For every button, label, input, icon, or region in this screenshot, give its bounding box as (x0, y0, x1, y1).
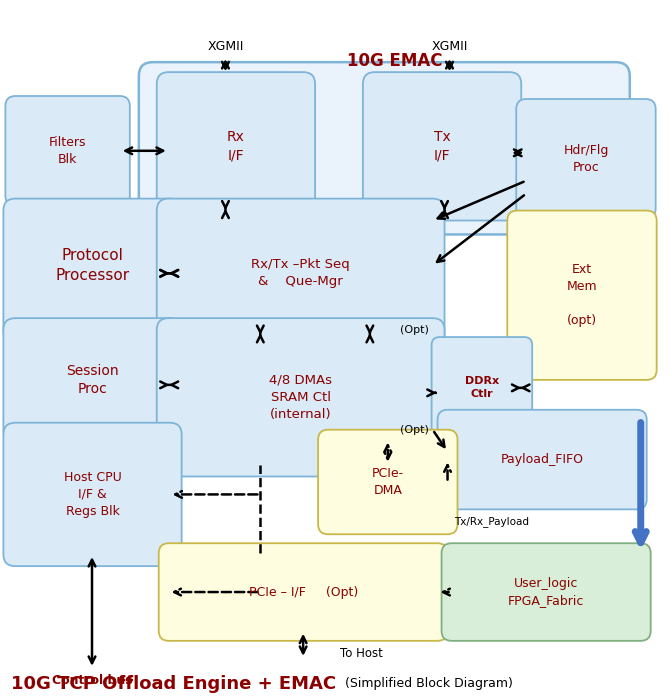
FancyBboxPatch shape (431, 337, 532, 438)
Text: Host CPU
I/F &
Regs Blk: Host CPU I/F & Regs Blk (64, 471, 121, 518)
Text: Hdr/Flg
Proc: Hdr/Flg Proc (563, 144, 608, 174)
FancyBboxPatch shape (363, 72, 521, 220)
Text: Payload_FIFO: Payload_FIFO (500, 453, 584, 466)
FancyBboxPatch shape (139, 62, 630, 234)
Text: Session
Proc: Session Proc (66, 364, 119, 396)
FancyBboxPatch shape (3, 423, 182, 566)
Text: XGMII: XGMII (207, 40, 244, 52)
FancyBboxPatch shape (3, 318, 182, 442)
Text: XGMII: XGMII (431, 40, 468, 52)
FancyBboxPatch shape (157, 199, 444, 347)
Text: Filters
Blk: Filters Blk (49, 136, 86, 166)
Text: 10G TCP Offload Engine + EMAC: 10G TCP Offload Engine + EMAC (11, 675, 336, 693)
Text: PCIe-
DMA: PCIe- DMA (372, 467, 404, 497)
Text: (Opt): (Opt) (400, 325, 429, 335)
Text: To Host: To Host (340, 648, 383, 660)
Text: Protocol
Processor: Protocol Processor (56, 248, 129, 283)
FancyBboxPatch shape (318, 430, 458, 534)
FancyBboxPatch shape (157, 72, 315, 220)
Text: Rx/Tx –Pkt Seq
&    Que-Mgr: Rx/Tx –Pkt Seq & Que-Mgr (251, 258, 350, 288)
Text: PCIe – I/F     (Opt): PCIe – I/F (Opt) (249, 585, 358, 598)
Text: (Simplified Block Diagram): (Simplified Block Diagram) (345, 677, 513, 690)
FancyBboxPatch shape (157, 318, 444, 477)
Text: Tx
I/F: Tx I/F (433, 130, 450, 162)
FancyBboxPatch shape (442, 543, 651, 640)
FancyBboxPatch shape (507, 211, 657, 380)
FancyBboxPatch shape (438, 410, 647, 510)
Text: Control bus: Control bus (52, 674, 132, 687)
Text: Ext
Mem

(opt): Ext Mem (opt) (567, 263, 597, 327)
Text: 10G EMAC: 10G EMAC (347, 52, 442, 70)
Text: DDRx
Ctlr: DDRx Ctlr (465, 376, 499, 399)
Text: User_logic
FPGA_Fabric: User_logic FPGA_Fabric (508, 577, 584, 607)
FancyBboxPatch shape (3, 199, 182, 342)
Text: (Opt): (Opt) (400, 425, 429, 435)
Text: Tx/Rx_Payload: Tx/Rx_Payload (454, 516, 529, 527)
Text: Rx
I/F: Rx I/F (227, 130, 245, 162)
FancyBboxPatch shape (517, 99, 656, 218)
Text: 4/8 DMAs
SRAM Ctl
(internal): 4/8 DMAs SRAM Ctl (internal) (269, 374, 332, 421)
FancyBboxPatch shape (159, 543, 448, 640)
FancyBboxPatch shape (5, 96, 130, 206)
